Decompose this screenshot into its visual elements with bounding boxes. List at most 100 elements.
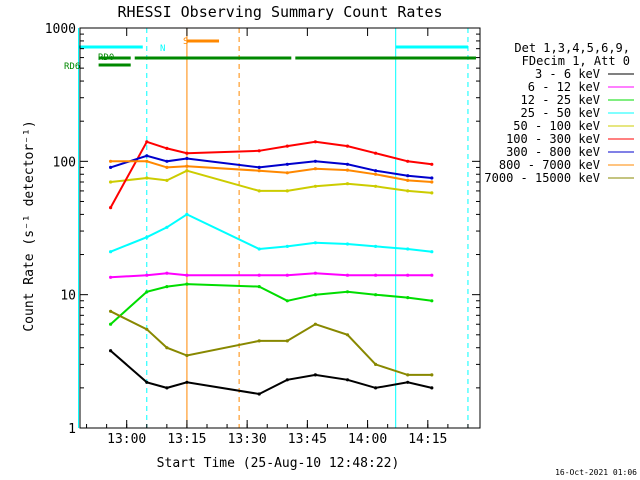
data-point [285,244,289,248]
legend-entry-label: 6 - 12 keV [528,80,600,94]
data-point [406,247,410,251]
data-point [430,180,434,184]
data-point [374,362,378,366]
data-point [345,273,350,277]
data-point [109,349,113,353]
legend: Det 1,3,4,5,6,9,FDecim 1, Att 03 - 6 keV… [484,41,634,185]
x-tick-label: 13:45 [288,432,327,447]
data-point [430,299,434,303]
data-point [406,380,410,384]
data-point [109,206,113,210]
data-point [430,191,434,195]
plot-area: N S RD0 RD6 [64,27,481,429]
data-point [430,273,434,277]
data-point [285,162,289,166]
data-point [374,386,378,390]
legend-entry-label: 300 - 800 keV [506,145,600,159]
flag-label-rd6: RD6 [64,62,80,72]
data-point [313,322,317,326]
data-point [313,373,317,377]
data-point [313,159,317,163]
data-point [406,273,410,277]
data-point [313,293,317,297]
data-point [285,171,289,175]
data-point [374,169,378,173]
y-axis-label: Count Rate (s⁻¹ detector⁻¹) [22,120,37,331]
data-point [109,309,113,313]
data-point [406,189,410,193]
data-point [430,373,434,377]
y-tick-label: 100 [53,155,76,170]
data-point [313,167,317,171]
data-point [345,168,350,172]
data-point [145,327,149,331]
data-point [345,333,350,337]
data-point [165,165,169,169]
data-point [285,299,289,303]
data-point [430,250,434,254]
data-point [109,159,113,163]
data-point [165,346,169,350]
data-point [430,176,434,180]
data-point [345,182,350,186]
data-point [145,273,149,277]
x-tick-label: 14:15 [408,432,447,447]
data-point [109,250,113,254]
flag-label-s: S [183,37,188,47]
legend-header: FDecim 1, Att 0 [522,54,630,68]
legend-entry-label: 25 - 50 keV [521,106,600,120]
data-point [374,151,378,155]
data-point [345,290,350,294]
data-point [285,273,289,277]
chart-title: RHESSI Observing Summary Count Rates [117,3,442,21]
data-point [313,271,317,275]
data-point [185,151,189,155]
legend-entry-label: 50 - 100 keV [513,119,600,133]
data-point [285,189,289,193]
data-point [345,242,350,246]
footer-timestamp: 16-Oct-2021 01:06 [555,468,637,477]
data-point [374,172,378,176]
x-tick-label: 13:30 [228,432,267,447]
data-point [145,380,149,384]
y-axis: 1 10 100 1000 [45,22,480,437]
data-point [345,144,350,148]
data-point [145,140,149,144]
data-point [374,244,378,248]
legend-entry-label: 800 - 7000 keV [499,158,600,172]
x-tick-label: 13:00 [107,432,146,447]
data-point [406,159,410,163]
data-point [185,164,189,168]
data-point [257,189,261,193]
data-point [257,247,261,251]
data-point [165,386,169,390]
data-point [257,285,261,289]
data-point [406,373,410,377]
data-point [109,180,113,184]
legend-entry-label: 100 - 300 keV [506,132,600,146]
x-axis: 13:00 13:15 13:30 13:45 14:00 14:15 [86,28,469,447]
x-tick-label: 13:15 [167,432,206,447]
data-point [406,296,410,300]
data-point [145,290,149,294]
data-point [165,285,169,289]
data-point [109,275,113,279]
data-point [165,225,169,229]
data-point [257,273,261,277]
data-point [185,169,189,173]
data-point [430,386,434,390]
legend-entry-label: 3 - 6 keV [535,67,600,81]
x-tick-label: 14:00 [348,432,387,447]
data-point [257,339,261,343]
data-point [165,146,169,150]
data-point [185,353,189,358]
data-point [145,176,149,180]
data-point [257,392,261,396]
data-point [185,282,189,286]
legend-entry-label: 7000 - 15000 keV [484,171,600,185]
data-point [145,235,149,239]
data-point [406,174,410,178]
x-axis-label: Start Time (25-Aug-10 12:48:22) [157,456,400,471]
